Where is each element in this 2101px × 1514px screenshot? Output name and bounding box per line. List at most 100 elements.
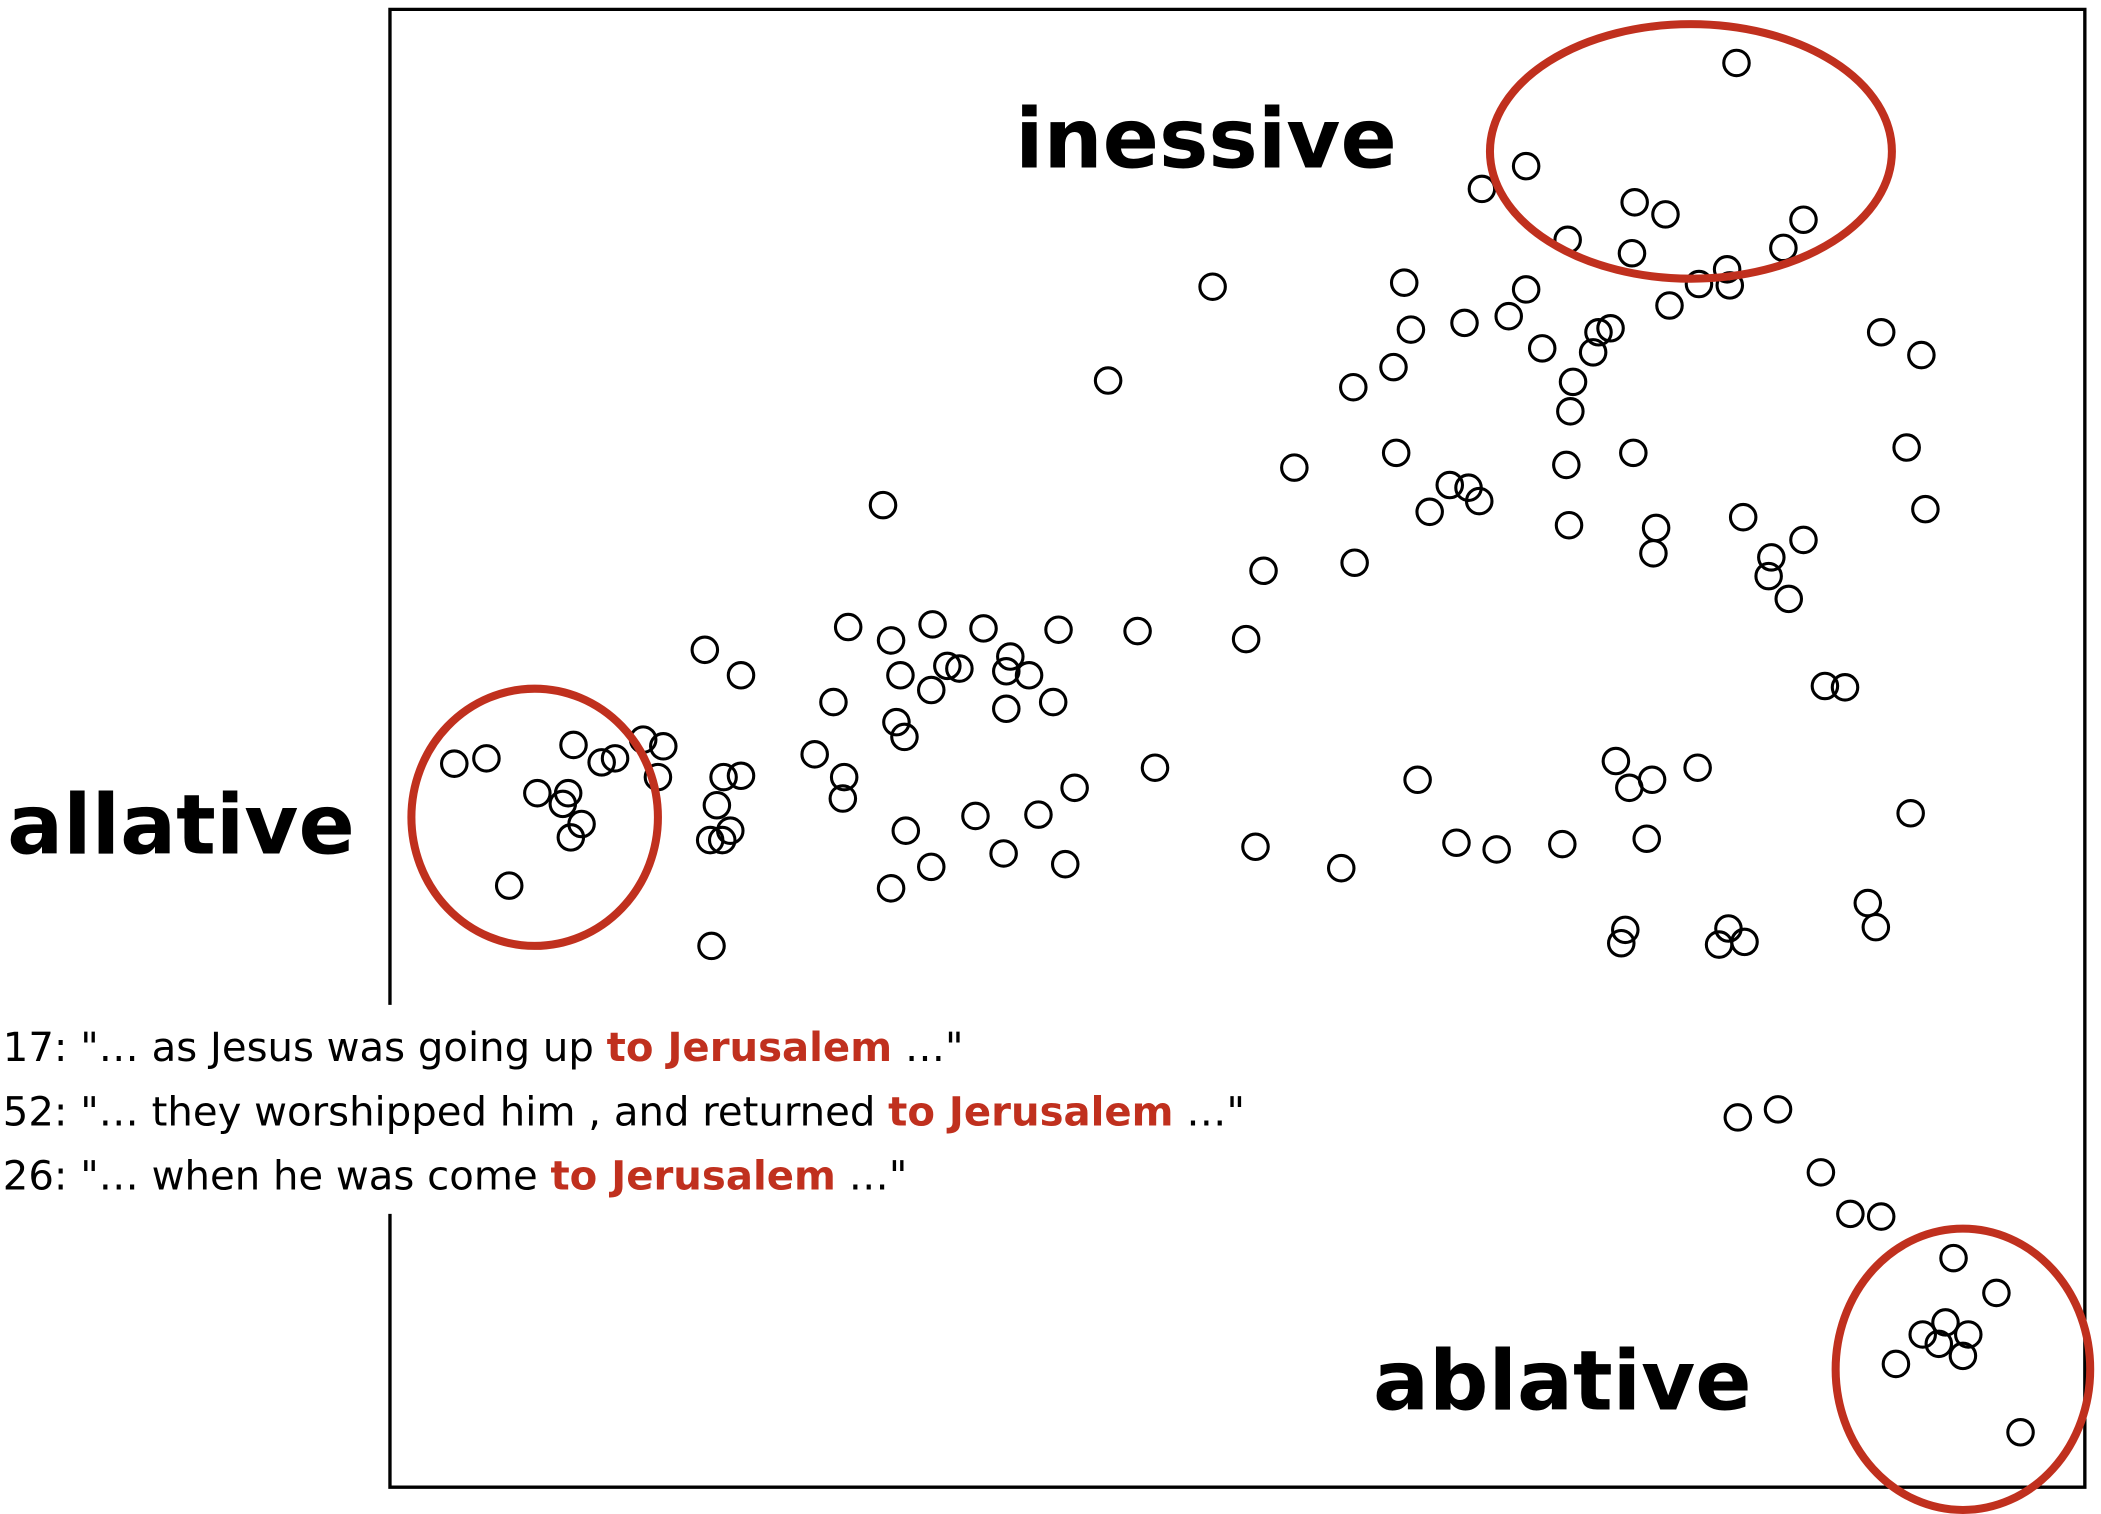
point: [1763, 1095, 1793, 1124]
point: [992, 656, 1021, 686]
point: [1584, 318, 1613, 347]
example-line: 52: "… they worshipped him , and returne…: [3, 1089, 1245, 1135]
points: [440, 48, 2035, 1447]
point: [697, 931, 726, 961]
point: [1554, 510, 1584, 540]
point: [886, 661, 915, 690]
cluster-ring: [1485, 20, 1896, 283]
point: [1619, 438, 1648, 468]
point: [828, 784, 858, 813]
point: [916, 675, 946, 705]
point: [1050, 849, 1080, 879]
point: [1789, 205, 1818, 235]
point: [1038, 687, 1068, 717]
point: [1683, 753, 1712, 782]
point: [1954, 1320, 1983, 1349]
point: [707, 825, 737, 855]
point: [1722, 48, 1751, 78]
point: [1712, 255, 1742, 284]
point: [1340, 548, 1369, 577]
point: [1280, 453, 1309, 482]
point: [1948, 1341, 1978, 1371]
point: [1620, 188, 1649, 217]
point: [1881, 1349, 1911, 1379]
point: [876, 626, 906, 655]
point: [933, 651, 962, 681]
point: [1866, 318, 1896, 347]
point: [1632, 824, 1661, 853]
point: [1450, 308, 1479, 338]
example-text: 26: "… when he was come: [3, 1154, 551, 1200]
point: [989, 839, 1018, 868]
point: [2006, 1418, 2035, 1447]
point: [1527, 334, 1557, 363]
point: [1611, 915, 1640, 945]
point: [1556, 397, 1585, 426]
point: [961, 801, 990, 831]
example-text: 52: "… they worshipped him , and returne…: [3, 1089, 888, 1135]
point: [1396, 315, 1426, 344]
point: [890, 722, 919, 752]
point: [559, 730, 588, 760]
point: [1836, 1199, 1865, 1229]
point: [1728, 502, 1758, 532]
point: [726, 761, 756, 791]
point: [716, 816, 745, 845]
point: [1853, 888, 1883, 918]
cluster-ring: [1831, 1224, 2095, 1514]
point: [690, 635, 720, 665]
example-text: 17: "… as Jesus was going up: [3, 1025, 607, 1071]
point: [1641, 513, 1671, 543]
plot-frame: [388, 7, 2087, 1489]
example-text: …": [836, 1154, 907, 1200]
point: [1435, 470, 1465, 500]
point: [1403, 765, 1432, 795]
point: [1617, 238, 1647, 268]
point: [556, 823, 586, 852]
point: [918, 610, 947, 639]
cluster-label: inessive: [1015, 90, 1397, 187]
example-highlight: to Jerusalem: [888, 1089, 1173, 1135]
point: [1810, 671, 1840, 701]
point: [1757, 543, 1786, 572]
point: [876, 874, 906, 903]
point: [523, 778, 552, 808]
point: [1606, 928, 1636, 958]
point: [1123, 616, 1152, 646]
example-backdrop: [0, 1007, 1340, 1209]
point: [969, 614, 998, 643]
point: [1908, 1320, 1937, 1349]
point: [1866, 1202, 1896, 1231]
point: [1601, 746, 1631, 776]
point: [1548, 829, 1577, 859]
point: [891, 816, 921, 845]
point: [1637, 765, 1667, 795]
point: [1198, 272, 1227, 301]
point: [1482, 835, 1511, 864]
examples: 17: "… as Jesus was going up to Jerusale…: [0, 1007, 1340, 1209]
point: [1024, 800, 1053, 829]
point: [1651, 200, 1680, 229]
point: [833, 612, 863, 642]
point: [1861, 912, 1891, 942]
point: [726, 661, 756, 690]
point: [996, 642, 1025, 671]
point: [1578, 338, 1608, 367]
point: [1774, 584, 1804, 614]
point: [945, 654, 974, 683]
point: [1231, 624, 1261, 654]
point: [709, 762, 738, 792]
point: [1639, 539, 1668, 568]
point: [1249, 556, 1278, 586]
example-highlight: to Jerusalem: [607, 1025, 892, 1071]
point: [1684, 269, 1714, 299]
point: [1241, 832, 1270, 862]
point: [1326, 853, 1356, 883]
point: [702, 790, 732, 820]
point: [1415, 497, 1444, 527]
point: [1552, 450, 1581, 480]
example-line: 26: "… when he was come to Jerusalem …": [3, 1154, 908, 1200]
point: [1806, 1158, 1836, 1187]
point: [440, 749, 469, 778]
point: [649, 732, 678, 761]
